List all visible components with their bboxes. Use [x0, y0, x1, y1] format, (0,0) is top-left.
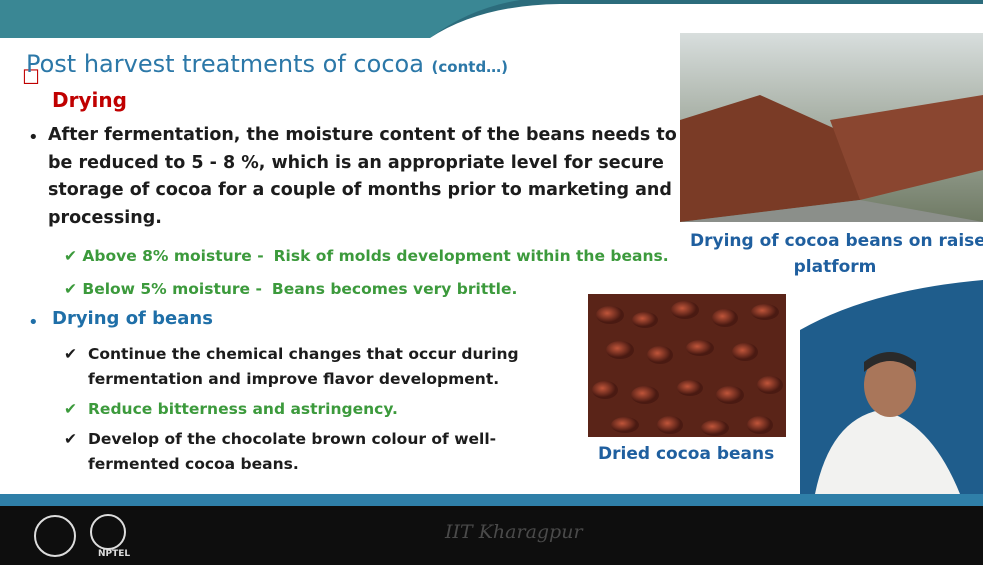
text-line: Develop of the chocolate brown colour of… [88, 430, 497, 448]
text-line: storage of cocoa for a couple of months … [48, 180, 672, 200]
text-line: processing. [48, 207, 162, 228]
title-note: (contd…) [431, 58, 509, 76]
check-mark: ✔ [64, 280, 83, 298]
text-line: Reduce bitterness and astringency. [88, 400, 398, 418]
check-label: Below 5% moisture - [82, 280, 262, 298]
heading: Drying [52, 88, 127, 112]
text-line: fermented cocoa beans. [88, 455, 299, 473]
iit-logo [34, 515, 76, 557]
text-line: Drying of cocoa beans on raised [690, 231, 983, 251]
text-line: fermentation and improve flavor developm… [88, 370, 500, 388]
bullet-heading: Drying of beans [52, 308, 213, 329]
check-item: ✔ Above 8% moisture - Risk of molds devel… [64, 240, 669, 273]
check-mark: ✔ [64, 430, 77, 448]
check-list: ✔ Above 8% moisture - Risk of molds devel… [64, 240, 669, 306]
bullet-paragraph: After fermentation, the moisture content… [48, 122, 677, 232]
svg-text:•: • [28, 127, 39, 148]
check-list: ✔ Continue the chemical changes that occu… [64, 342, 519, 482]
check-item: ✔ Reduce bitterness and astringency. [64, 397, 519, 422]
photo-caption: Dried cocoa beans [598, 444, 775, 464]
check-mark: ✔ [64, 400, 77, 418]
check-item: ✔ Continue the chemical changes that occu… [64, 342, 519, 392]
check-item: ✔ Develop of the chocolate brown colour o… [64, 427, 519, 477]
footer-institute: IIT Kharagpur [445, 521, 583, 543]
check-mark: ✔ [64, 247, 83, 265]
check-mark: ✔ [64, 345, 77, 363]
check-text: Beans becomes very brittle. [271, 280, 518, 298]
photo-caption: Drying of cocoa beans on raised platform [690, 228, 983, 280]
logo-text: NPTEL [98, 549, 131, 559]
svg-text:☐: ☐ [22, 65, 40, 89]
svg-text:•: • [28, 312, 39, 333]
nptel-logo [90, 514, 126, 550]
check-text: Risk of molds development within the bea… [273, 247, 669, 265]
text-line: After fermentation, the moisture content… [48, 125, 677, 145]
text-line: Continue the chemical changes that occur… [88, 345, 519, 363]
title-text: Post harvest treatments of cocoa [26, 50, 424, 78]
text-line: be reduced to 5 - 8 %, which is an appro… [48, 152, 664, 173]
check-item: ✔ Below 5% moisture - Beans becomes very … [64, 273, 669, 306]
slide-title: Post harvest treatments of cocoa (contd…… [26, 50, 508, 78]
check-label: Above 8% moisture - [82, 247, 264, 265]
text-line: platform [793, 257, 877, 277]
